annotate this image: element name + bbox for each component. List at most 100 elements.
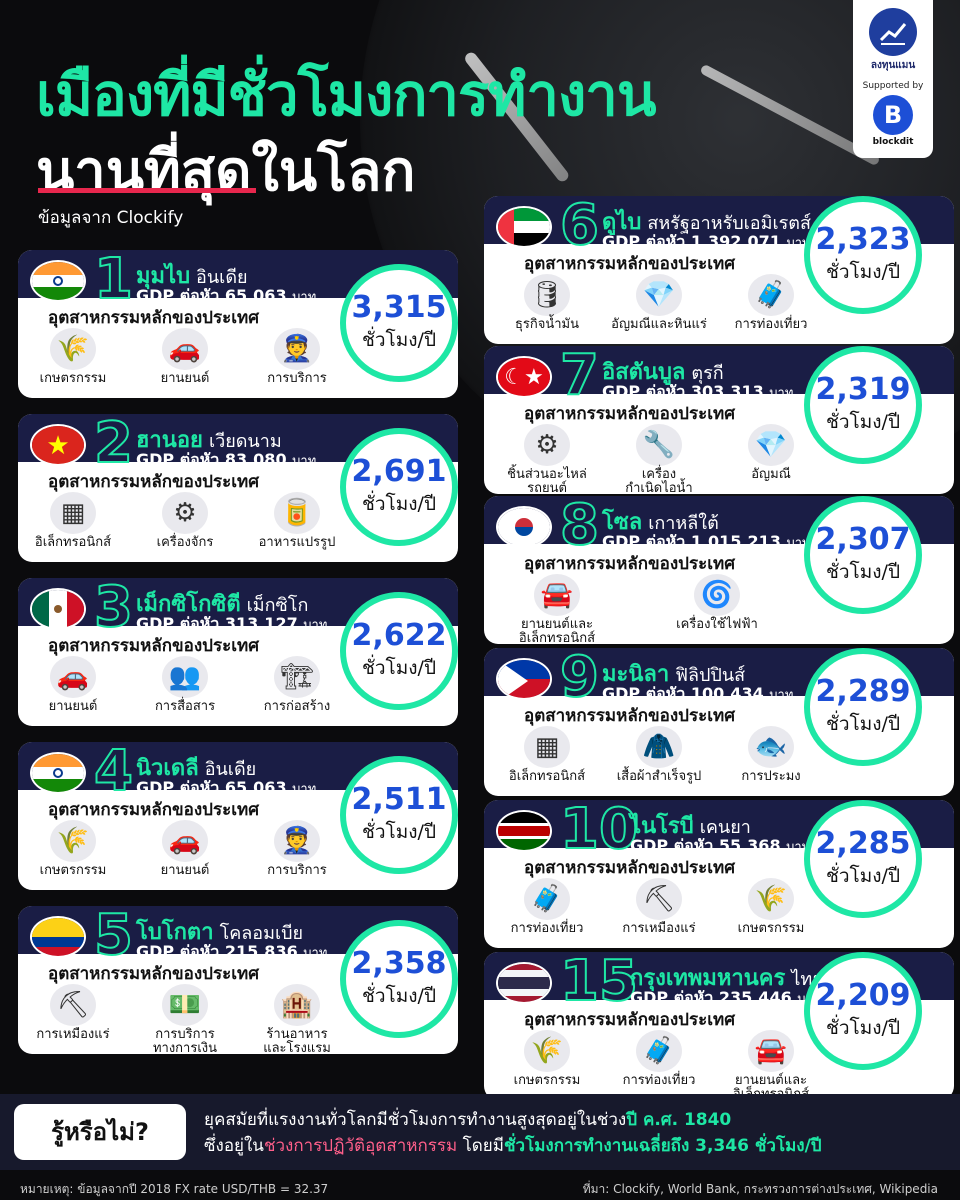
canned-food-icon: 🥫	[274, 492, 320, 534]
city-label: โซล	[602, 510, 643, 535]
gdp-value: 65,063	[224, 286, 287, 305]
gdp-per-capita: GDP ต่อหัว 65,063 บาท	[136, 284, 316, 309]
hours-value: 2,622	[351, 618, 447, 653]
industry-heading: อุตสาหกรรมหลักของประเทศ	[524, 554, 736, 574]
industry-heading: อุตสาหกรรมหลักของประเทศ	[524, 706, 736, 726]
hours-value: 3,315	[351, 290, 447, 325]
country-flag-icon	[30, 916, 86, 958]
industry-list: ⚙ ชิ้นส่วนอะไหล่ รถยนต์ 🔧 เครื่อง กำเนิดไอน้ำ…	[492, 424, 822, 496]
industry-item: ▦ อิเล็กทรอนิกส์	[492, 726, 602, 784]
jacket-icon: 🧥	[636, 726, 682, 768]
city-label: มุมไบ	[136, 264, 191, 289]
service-staff-icon: 👮	[274, 328, 320, 370]
oil-rig-icon: 🛢	[524, 274, 570, 316]
did-you-know-line1: ยุคสมัยที่แรงงานทั่วโลกมีชั่วโมงการทำงาน…	[204, 1106, 731, 1133]
industry-label: อัญมณี	[751, 467, 791, 482]
title-underline	[38, 188, 256, 193]
gdp-value: 65,063	[224, 778, 287, 797]
industry-label: การท่องเที่ยว	[510, 921, 584, 936]
rank-number: 8	[559, 493, 600, 558]
gdp-value: 83,080	[224, 450, 287, 469]
industry-item: 🧳 การท่องเที่ยว	[492, 878, 602, 936]
gdp-label: GDP ต่อหัว	[630, 988, 714, 1007]
industry-item: 🌾 เกษตรกรรม	[716, 878, 826, 936]
hours-unit: ชั่วโมง/ปี	[825, 261, 901, 283]
country-label: ฟิลิปปินส์	[675, 665, 746, 686]
gdp-per-capita: GDP ต่อหัว 303,313 บาท	[602, 380, 793, 405]
hours-value: 2,511	[351, 782, 447, 817]
industry-list: ⛏ การเหมืองแร่ 💵 การบริการ ทางการเงิน 🏨 ร้านอา…	[18, 984, 348, 1056]
industry-item: 💵 การบริการ ทางการเงิน	[130, 984, 240, 1056]
country-flag-icon: ★	[30, 424, 86, 466]
hours-unit: ชั่วโมง/ปี	[825, 411, 901, 433]
industry-heading: อุตสาหกรรมหลักของประเทศ	[524, 404, 736, 424]
industry-label: การก่อสร้าง	[263, 699, 331, 714]
industry-list: ▦ อิเล็กทรอนิกส์ 🧥 เสื้อผ้าสำเร็จรูป 🐟 การประ…	[492, 726, 822, 796]
working-hours-badge: 2,289 ชั่วโมง/ปี	[804, 648, 922, 766]
city-card-rank-1: 1 มุมไบ อินเดีย GDP ต่อหัว 65,063 บาท อุตสาห…	[18, 250, 458, 398]
dyk-highlight-year: ปี ค.ศ. 1840	[626, 1110, 732, 1130]
city-card-rank-4: 4 นิวเดลี อินเดีย GDP ต่อหัว 65,063 บาท อุตส…	[18, 742, 458, 890]
industry-list: 🧳 การท่องเที่ยว ⛏ การเหมืองแร่ 🌾 เกษตรกรรม	[492, 878, 822, 948]
city-name: มุมไบ อินเดีย	[136, 258, 248, 293]
hours-value: 2,323	[815, 222, 911, 257]
industry-item: 🧥 เสื้อผ้าสำเร็จรูป	[604, 726, 714, 784]
industry-item: 👥 การสื่อสาร	[130, 656, 240, 714]
industry-label: ยานยนต์และอิเล็กทรอนิกส์	[518, 617, 596, 646]
city-card-rank-3: 3 เม็กซิโกซิตี เม็กซิโก GDP ต่อหัว 313,127 …	[18, 578, 458, 726]
country-flag-icon	[496, 658, 552, 700]
industry-label: เกษตรกรรม	[39, 371, 107, 386]
fish-icon: 🐟	[748, 726, 794, 768]
gdp-per-capita: GDP ต่อหัว 313,127 บาท	[136, 612, 327, 637]
country-label: สหรัฐอาหรับเอมิเรตส์	[647, 213, 811, 234]
city-card-rank-9: 9 มะนิลา ฟิลิปปินส์ GDP ต่อหัว 100,434 บาทอ…	[484, 648, 954, 796]
industry-label: อาหารแปรรูป	[258, 535, 336, 550]
page-title-line1: เมืองที่มีชั่วโมงการทำงาน	[36, 61, 656, 129]
industry-label: การบริการ ทางการเงิน	[152, 1027, 218, 1056]
hours-unit: ชั่วโมง/ปี	[361, 985, 437, 1007]
rank-number: 5	[93, 903, 134, 968]
page-title-line2: นานที่สุดในโลก	[36, 139, 416, 204]
country-flag-icon	[496, 506, 552, 548]
car-icon: 🚗	[50, 656, 96, 698]
industry-heading: อุตสาหกรรมหลักของประเทศ	[524, 858, 736, 878]
hours-unit: ชั่วโมง/ปี	[361, 821, 437, 843]
gdp-label: GDP ต่อหัว	[602, 684, 686, 703]
city-label: ไนโรบี	[630, 814, 694, 839]
rank-number: 10	[559, 797, 639, 862]
luggage-icon: 🧳	[748, 274, 794, 316]
city-label: โบโกตา	[136, 920, 214, 945]
city-card-rank-6: 6 ดูไบ สหรัฐอาหรับเอมิเรตส์ GDP ต่อหัว 1,39…	[484, 196, 954, 344]
crane-icon: 🏗	[274, 656, 320, 698]
currency-label: บาท	[303, 618, 328, 633]
industry-heading: อุตสาหกรรมหลักของประเทศ	[48, 636, 260, 656]
data-source: ข้อมูลจาก Clockify	[38, 208, 184, 228]
gdp-label: GDP ต่อหัว	[602, 232, 686, 251]
wheat-icon: 🌾	[50, 328, 96, 370]
gdp-per-capita: GDP ต่อหัว 215,836 บาท	[136, 940, 327, 965]
dyk-text: ซึ่งอยู่ใน	[204, 1136, 264, 1156]
footnote: หมายเหตุ: ข้อมูลจากปี 2018 FX rate USD/T…	[20, 1182, 329, 1196]
gdp-per-capita: GDP ต่อหัว 83,080 บาท	[136, 448, 316, 473]
industry-label: ยานยนต์	[160, 863, 210, 878]
country-flag-icon	[30, 588, 86, 630]
industry-item: 🥫 อาหารแปรรูป	[242, 492, 352, 550]
gdp-per-capita: GDP ต่อหัว 100,434 บาท	[602, 682, 793, 707]
industry-item: 🌀 เครื่องใช้ไฟฟ้า	[662, 574, 772, 632]
city-label: นิวเดลี	[136, 756, 199, 781]
industry-label: การท่องเที่ยว	[734, 317, 808, 332]
rank-number: 1	[93, 247, 134, 312]
hours-value: 2,289	[815, 674, 911, 709]
car-gear-icon: 🚘	[534, 574, 580, 616]
industry-label: เครื่องจักร	[156, 535, 214, 550]
industry-list: ▦ อิเล็กทรอนิกส์ ⚙ เครื่องจักร 🥫 อาหารแปรรูป	[18, 492, 348, 562]
industry-label: ธุรกิจน้ำมัน	[514, 317, 580, 332]
rank-number: 7	[559, 343, 600, 408]
chart-logo-icon	[869, 8, 917, 56]
industry-label: การสื่อสาร	[154, 699, 216, 714]
gdp-value: 1,392,071	[690, 232, 781, 251]
city-label: มะนิลา	[602, 662, 670, 687]
industry-item: 🔧 เครื่อง กำเนิดไอน้ำ	[604, 424, 714, 496]
